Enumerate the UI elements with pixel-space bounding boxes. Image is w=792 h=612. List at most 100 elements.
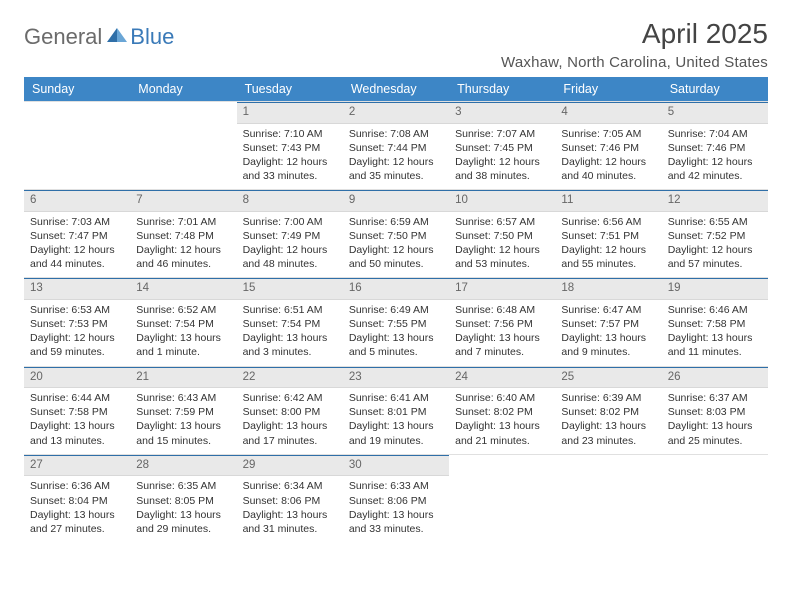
sunset-text: Sunset: 7:46 PM	[668, 141, 762, 155]
day-cell: 7 Sunrise: 7:01 AMSunset: 7:48 PMDaylight…	[130, 190, 236, 277]
week-row: 20Sunrise: 6:44 AMSunset: 7:58 PMDayligh…	[24, 366, 768, 454]
day-body: Sunrise: 6:47 AMSunset: 7:57 PMDaylight:…	[555, 300, 661, 366]
day-body: Sunrise: 6:41 AMSunset: 8:01 PMDaylight:…	[343, 388, 449, 454]
day-cell: 9Sunrise: 6:59 AMSunset: 7:50 PMDaylight…	[343, 190, 449, 277]
sunrise-text: Sunrise: 7:10 AM	[243, 127, 337, 141]
day-number: 8	[237, 190, 343, 212]
day-number: 12	[662, 190, 768, 212]
daylight-text: Daylight: 13 hours and 33 minutes.	[349, 508, 443, 536]
sunrise-text: Sunrise: 6:44 AM	[30, 391, 124, 405]
sunrise-text: Sunrise: 7:05 AM	[561, 127, 655, 141]
sunrise-text: Sunrise: 7:03 AM	[30, 215, 124, 229]
daylight-text: Daylight: 13 hours and 3 minutes.	[243, 331, 337, 359]
sunset-text: Sunset: 8:04 PM	[30, 494, 124, 508]
day-body: Sunrise: 6:57 AMSunset: 7:50 PMDaylight:…	[449, 212, 555, 278]
day-number: 23	[343, 367, 449, 389]
daylight-text: Daylight: 13 hours and 9 minutes.	[561, 331, 655, 359]
empty-day-cell	[449, 455, 555, 542]
dow-header-cell: Friday	[555, 77, 661, 101]
day-number: 20	[24, 367, 130, 389]
daylight-text: Daylight: 13 hours and 13 minutes.	[30, 419, 124, 447]
day-body: Sunrise: 7:10 AMSunset: 7:43 PMDaylight:…	[237, 124, 343, 190]
sunset-text: Sunset: 7:56 PM	[455, 317, 549, 331]
dow-header-row: SundayMondayTuesdayWednesdayThursdayFrid…	[24, 77, 768, 101]
day-number: 26	[662, 367, 768, 389]
sunrise-text: Sunrise: 6:41 AM	[349, 391, 443, 405]
sunrise-text: Sunrise: 6:43 AM	[136, 391, 230, 405]
day-number: 7	[130, 190, 236, 212]
sunset-text: Sunset: 7:43 PM	[243, 141, 337, 155]
day-body: Sunrise: 7:08 AMSunset: 7:44 PMDaylight:…	[343, 124, 449, 190]
logo-text-1: General	[24, 24, 102, 50]
daylight-text: Daylight: 12 hours and 53 minutes.	[455, 243, 549, 271]
day-body: Sunrise: 6:36 AMSunset: 8:04 PMDaylight:…	[24, 476, 130, 542]
day-body: Sunrise: 6:55 AMSunset: 7:52 PMDaylight:…	[662, 212, 768, 278]
weeks-container: 1Sunrise: 7:10 AMSunset: 7:43 PMDaylight…	[24, 101, 768, 542]
sunset-text: Sunset: 8:02 PM	[455, 405, 549, 419]
sunrise-text: Sunrise: 6:59 AM	[349, 215, 443, 229]
sunset-text: Sunset: 7:50 PM	[455, 229, 549, 243]
dow-header-cell: Thursday	[449, 77, 555, 101]
sunrise-text: Sunrise: 6:48 AM	[455, 303, 549, 317]
sunset-text: Sunset: 7:57 PM	[561, 317, 655, 331]
day-number: 24	[449, 367, 555, 389]
calendar-page: General Blue April 2025 Waxhaw, North Ca…	[0, 0, 792, 542]
day-number: 4	[555, 102, 661, 124]
day-number: 2	[343, 102, 449, 124]
daylight-text: Daylight: 13 hours and 21 minutes.	[455, 419, 549, 447]
daylight-text: Daylight: 13 hours and 7 minutes.	[455, 331, 549, 359]
sunset-text: Sunset: 7:49 PM	[243, 229, 337, 243]
day-number: 25	[555, 367, 661, 389]
daylight-text: Daylight: 12 hours and 33 minutes.	[243, 155, 337, 183]
logo-text-2: Blue	[130, 24, 174, 50]
day-body: Sunrise: 6:51 AMSunset: 7:54 PMDaylight:…	[237, 300, 343, 366]
sunset-text: Sunset: 7:54 PM	[136, 317, 230, 331]
daylight-text: Daylight: 12 hours and 46 minutes.	[136, 243, 230, 271]
day-number: 30	[343, 455, 449, 477]
day-cell: 24 Sunrise: 6:40 AMSunset: 8:02 PMDayligh…	[449, 367, 555, 454]
empty-day-cell	[555, 455, 661, 542]
sunrise-text: Sunrise: 7:04 AM	[668, 127, 762, 141]
sunset-text: Sunset: 8:02 PM	[561, 405, 655, 419]
sunset-text: Sunset: 8:03 PM	[668, 405, 762, 419]
daylight-text: Daylight: 12 hours and 57 minutes.	[668, 243, 762, 271]
day-number: 1	[237, 102, 343, 124]
sunrise-text: Sunrise: 7:01 AM	[136, 215, 230, 229]
day-body: Sunrise: 7:04 AMSunset: 7:46 PMDaylight:…	[662, 124, 768, 190]
daylight-text: Daylight: 13 hours and 31 minutes.	[243, 508, 337, 536]
day-number: 5	[662, 102, 768, 124]
logo-icon	[104, 24, 128, 50]
day-number: 22	[237, 367, 343, 389]
day-cell: 3Sunrise: 7:07 AMSunset: 7:45 PMDaylight…	[449, 102, 555, 189]
day-cell: 25Sunrise: 6:39 AMSunset: 8:02 PMDayligh…	[555, 367, 661, 454]
daylight-text: Daylight: 13 hours and 11 minutes.	[668, 331, 762, 359]
day-body: Sunrise: 6:53 AMSunset: 7:53 PMDaylight:…	[24, 300, 130, 366]
daylight-text: Daylight: 12 hours and 50 minutes.	[349, 243, 443, 271]
day-cell: 19 Sunrise: 6:46 AMSunset: 7:58 PMDayligh…	[662, 278, 768, 365]
day-cell: 15Sunrise: 6:51 AMSunset: 7:54 PMDayligh…	[237, 278, 343, 365]
sunrise-text: Sunrise: 6:40 AM	[455, 391, 549, 405]
day-body: Sunrise: 7:03 AMSunset: 7:47 PMDaylight:…	[24, 212, 130, 278]
day-body: Sunrise: 6:37 AMSunset: 8:03 PMDaylight:…	[662, 388, 768, 454]
day-number: 9	[343, 190, 449, 212]
day-body: Sunrise: 7:00 AMSunset: 7:49 PMDaylight:…	[237, 212, 343, 278]
day-body: Sunrise: 6:49 AMSunset: 7:55 PMDaylight:…	[343, 300, 449, 366]
title-block: April 2025 Waxhaw, North Carolina, Unite…	[501, 18, 768, 71]
day-body: Sunrise: 7:05 AMSunset: 7:46 PMDaylight:…	[555, 124, 661, 190]
sunrise-text: Sunrise: 6:46 AM	[668, 303, 762, 317]
day-body: Sunrise: 6:59 AMSunset: 7:50 PMDaylight:…	[343, 212, 449, 278]
day-number: 19	[662, 278, 768, 300]
sunrise-text: Sunrise: 6:39 AM	[561, 391, 655, 405]
daylight-text: Daylight: 13 hours and 25 minutes.	[668, 419, 762, 447]
sunset-text: Sunset: 7:46 PM	[561, 141, 655, 155]
sunrise-text: Sunrise: 6:56 AM	[561, 215, 655, 229]
day-body: Sunrise: 6:33 AMSunset: 8:06 PMDaylight:…	[343, 476, 449, 542]
day-body: Sunrise: 6:35 AMSunset: 8:05 PMDaylight:…	[130, 476, 236, 542]
day-cell: 10Sunrise: 6:57 AMSunset: 7:50 PMDayligh…	[449, 190, 555, 277]
sunset-text: Sunset: 7:58 PM	[668, 317, 762, 331]
day-cell: 29Sunrise: 6:34 AMSunset: 8:06 PMDayligh…	[237, 455, 343, 542]
day-body: Sunrise: 7:07 AMSunset: 7:45 PMDaylight:…	[449, 124, 555, 190]
month-title: April 2025	[501, 18, 768, 50]
sunset-text: Sunset: 7:53 PM	[30, 317, 124, 331]
sunset-text: Sunset: 7:48 PM	[136, 229, 230, 243]
